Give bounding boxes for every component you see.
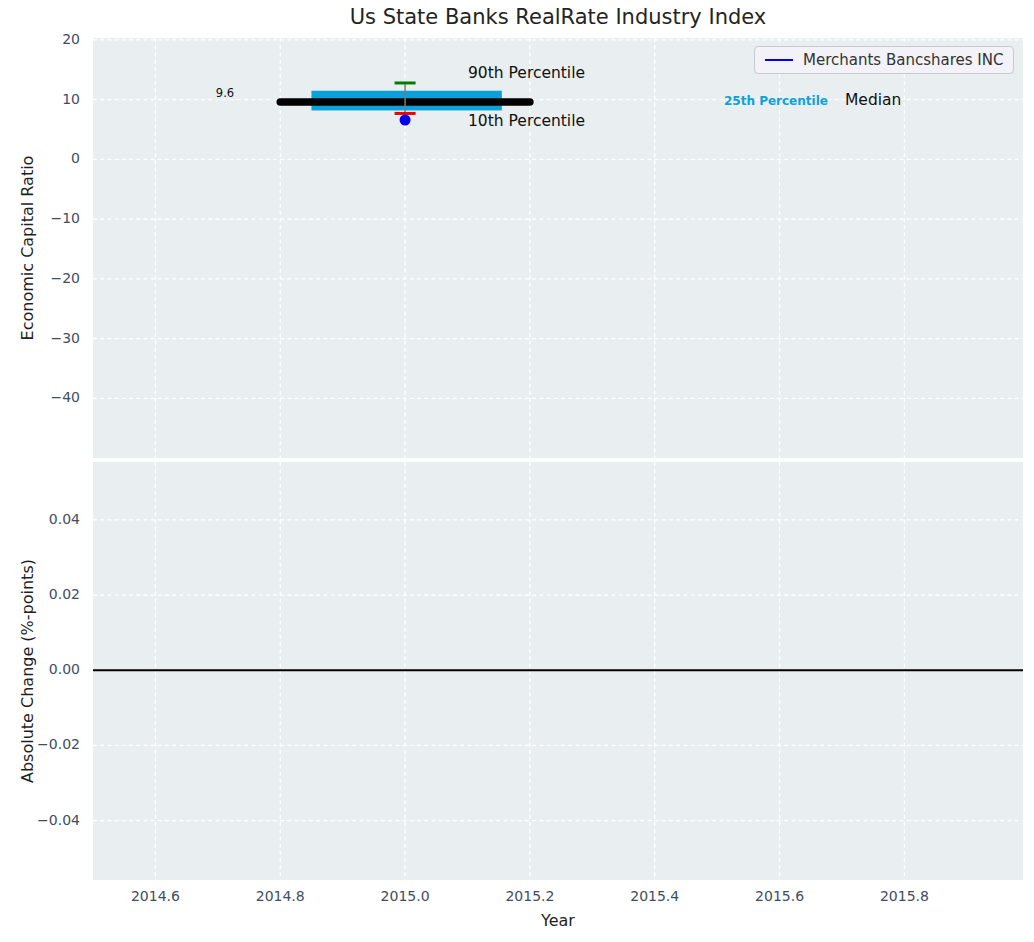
x-axis-label: Year [93,911,1023,930]
figure: Us State Banks RealRate Industry Index E… [0,0,1034,942]
top-y-tick-label: 0 [0,150,80,166]
top-y-tick-label: −30 [0,330,80,346]
p90-percentile-label: 90th Percentile [468,64,585,82]
bottom-y-tick-label: −0.02 [0,736,80,752]
legend: Merchants Bancshares INC [754,46,1014,74]
top-y-axis-label: Economic Capital Ratio [18,156,37,341]
top-y-tick-label: 10 [0,91,80,107]
legend-line-swatch [765,59,793,61]
median-value-annotation: 9.6 [205,86,245,100]
x-tick-label: 2014.8 [240,888,320,904]
bottom-y-tick-label: 0.04 [0,511,80,527]
top-y-tick-label: −20 [0,270,80,286]
median-label: Median [845,91,901,109]
bottom-y-tick-label: −0.04 [0,812,80,828]
x-tick-label: 2015.6 [740,888,820,904]
x-tick-label: 2014.6 [115,888,195,904]
bottom-y-tick-label: 0.02 [0,586,80,602]
top-y-tick-label: 20 [0,31,80,47]
bottom-y-tick-label: 0.00 [0,661,80,677]
p25-percentile-label: 25th Percentile [724,94,828,108]
p10-percentile-label: 10th Percentile [468,112,585,130]
x-tick-label: 2015.0 [365,888,445,904]
bottom-axes [93,462,1023,880]
top-y-tick-label: −40 [0,389,80,405]
x-tick-label: 2015.8 [864,888,944,904]
legend-entry-label: Merchants Bancshares INC [803,51,1003,69]
top-y-tick-label: −10 [0,210,80,226]
chart-title: Us State Banks RealRate Industry Index [93,5,1023,29]
x-tick-label: 2015.2 [490,888,570,904]
x-tick-label: 2015.4 [615,888,695,904]
